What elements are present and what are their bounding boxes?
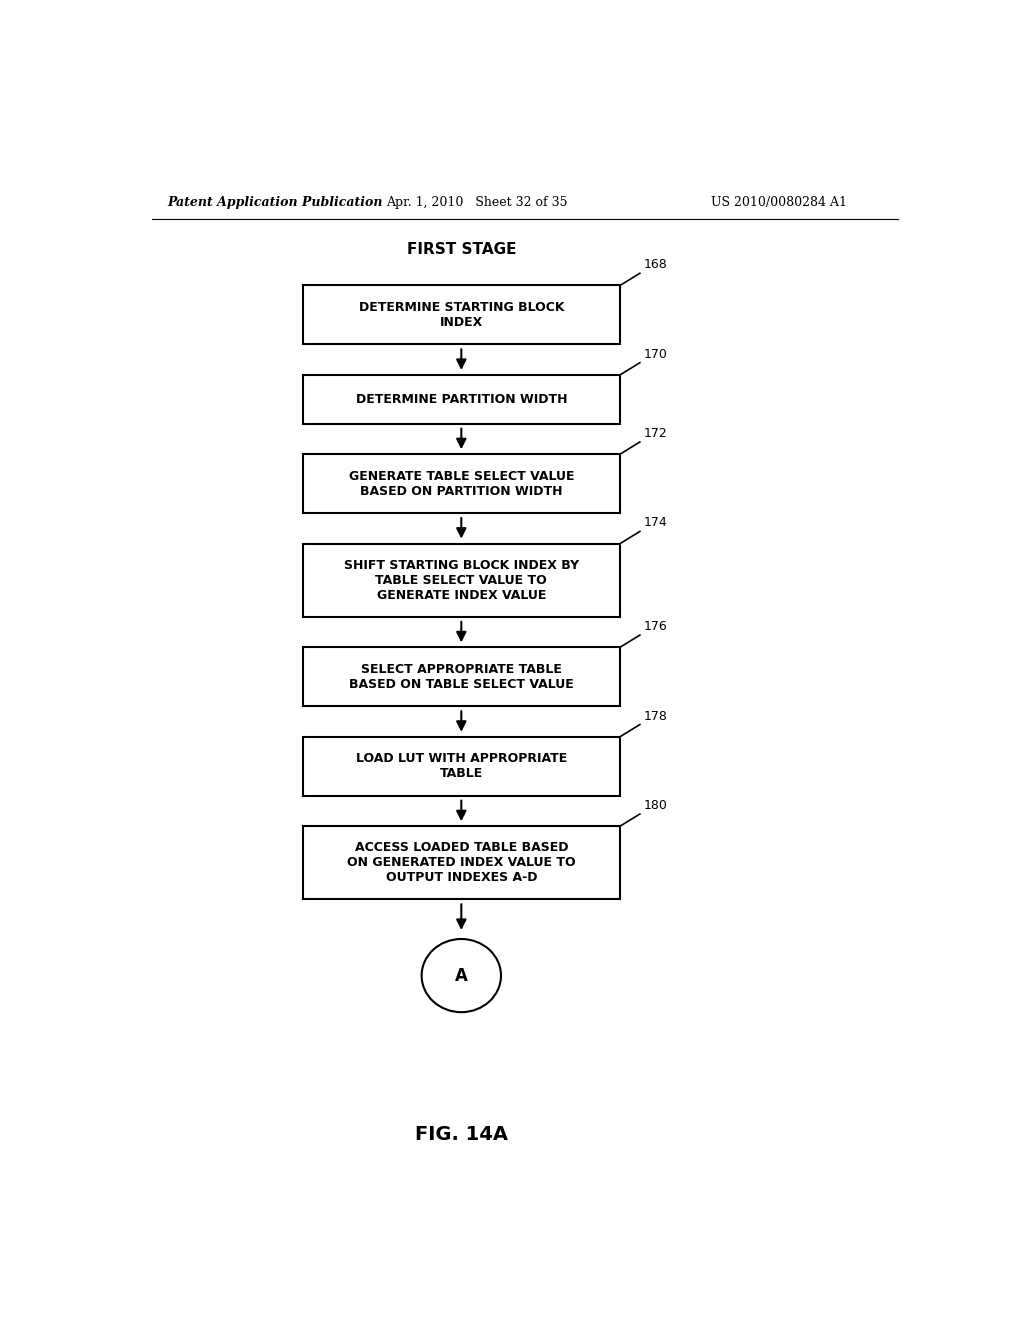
Text: 170: 170 bbox=[644, 347, 668, 360]
Text: FIG. 14A: FIG. 14A bbox=[415, 1125, 508, 1143]
Text: SELECT APPROPRIATE TABLE
BASED ON TABLE SELECT VALUE: SELECT APPROPRIATE TABLE BASED ON TABLE … bbox=[349, 663, 573, 690]
Text: 168: 168 bbox=[644, 259, 668, 271]
Text: 172: 172 bbox=[644, 426, 668, 440]
FancyBboxPatch shape bbox=[303, 826, 620, 899]
Text: FIRST STAGE: FIRST STAGE bbox=[407, 243, 516, 257]
Text: A: A bbox=[455, 966, 468, 985]
Text: Apr. 1, 2010   Sheet 32 of 35: Apr. 1, 2010 Sheet 32 of 35 bbox=[386, 195, 568, 209]
FancyBboxPatch shape bbox=[303, 285, 620, 345]
FancyBboxPatch shape bbox=[303, 454, 620, 513]
Text: GENERATE TABLE SELECT VALUE
BASED ON PARTITION WIDTH: GENERATE TABLE SELECT VALUE BASED ON PAR… bbox=[348, 470, 574, 498]
Text: 180: 180 bbox=[644, 799, 668, 812]
Text: SHIFT STARTING BLOCK INDEX BY
TABLE SELECT VALUE TO
GENERATE INDEX VALUE: SHIFT STARTING BLOCK INDEX BY TABLE SELE… bbox=[344, 558, 579, 602]
Text: Patent Application Publication: Patent Application Publication bbox=[168, 195, 383, 209]
Text: 176: 176 bbox=[644, 620, 668, 634]
Text: ACCESS LOADED TABLE BASED
ON GENERATED INDEX VALUE TO
OUTPUT INDEXES A-D: ACCESS LOADED TABLE BASED ON GENERATED I… bbox=[347, 841, 575, 884]
FancyBboxPatch shape bbox=[303, 647, 620, 706]
Ellipse shape bbox=[422, 939, 501, 1012]
Text: LOAD LUT WITH APPROPRIATE
TABLE: LOAD LUT WITH APPROPRIATE TABLE bbox=[355, 752, 567, 780]
Text: DETERMINE PARTITION WIDTH: DETERMINE PARTITION WIDTH bbox=[355, 393, 567, 405]
FancyBboxPatch shape bbox=[303, 544, 620, 616]
Text: 174: 174 bbox=[644, 516, 668, 529]
FancyBboxPatch shape bbox=[303, 737, 620, 796]
FancyBboxPatch shape bbox=[303, 375, 620, 424]
Text: 178: 178 bbox=[644, 710, 668, 722]
Text: US 2010/0080284 A1: US 2010/0080284 A1 bbox=[711, 195, 847, 209]
Text: DETERMINE STARTING BLOCK
INDEX: DETERMINE STARTING BLOCK INDEX bbox=[358, 301, 564, 329]
